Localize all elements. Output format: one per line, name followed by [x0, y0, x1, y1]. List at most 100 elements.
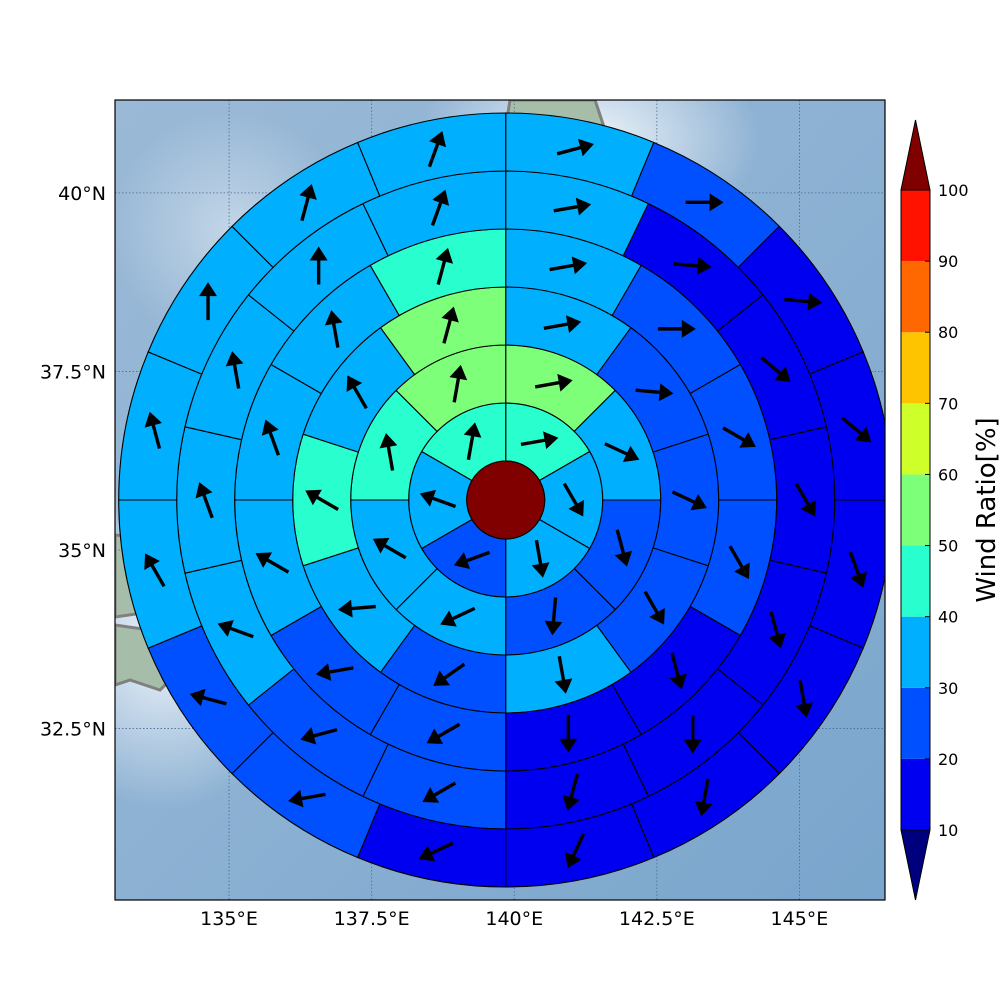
wind-arrow-ring3-3 — [671, 490, 707, 511]
wind-arrow-ring5-10 — [217, 619, 254, 639]
wind-arrow-ring6-15 — [299, 183, 317, 222]
wind-arrow-ring5-11 — [195, 482, 214, 519]
wind-arrow-ring2-6 — [372, 537, 407, 560]
colorbar-bin — [901, 758, 930, 830]
wind-arrow-ring6-2 — [685, 193, 724, 212]
sector-ring3-8 — [292, 433, 359, 567]
sector-ring5-11 — [176, 426, 243, 574]
colorbar-label: Wind Ratio[%] — [972, 417, 1000, 602]
wind-arrow-ring5-5 — [768, 611, 786, 649]
lon-tick-label: 137.5°E — [334, 908, 410, 930]
wind-arrow-ring1-5 — [419, 489, 457, 509]
lon-tick-label: 140°E — [485, 908, 543, 930]
sector-ring6-16 — [356, 112, 507, 197]
wind-arrows — [144, 131, 872, 869]
wind-arrow-ring4-7 — [426, 722, 461, 745]
wind-arrow-ring5-3 — [760, 356, 791, 383]
wind-arrow-ring6-16 — [427, 131, 447, 168]
wind-arrow-ring4-6 — [559, 714, 578, 753]
colorbar-tick-label: 70 — [938, 394, 958, 413]
center-disc — [466, 460, 546, 540]
colorbar-tick-label: 10 — [938, 821, 958, 840]
colorbar-bin — [901, 332, 930, 404]
map-frame — [114, 99, 886, 901]
wind-arrow-ring3-5 — [554, 655, 573, 694]
wind-arrow-ring4-4 — [728, 545, 750, 580]
sector-ring5-4 — [769, 426, 836, 574]
wind-arrow-ring1-2 — [562, 482, 584, 517]
latitude-axis: 40°N 37.5°N 35°N 32.5°N — [40, 183, 106, 741]
lon-tick-label: 135°E — [200, 908, 258, 930]
wind-arrow-ring4-3 — [722, 426, 756, 448]
wind-arrow-ring3-2 — [635, 383, 674, 402]
wind-arrow-ring5-13 — [309, 246, 328, 285]
wind-arrow-ring3-8 — [305, 489, 340, 511]
wind-arrow-ring4-12 — [435, 247, 454, 286]
wind-arrow-ring5-4 — [794, 482, 816, 517]
wind-arrow-ring4-2 — [657, 319, 696, 338]
colorbar-bin — [901, 474, 930, 546]
center-disc-group — [466, 460, 546, 540]
colorbar: 10 20 30 40 50 60 70 80 90 100 — [900, 119, 969, 901]
colorbar-tick-label: 100 — [938, 181, 969, 200]
wind-arrow-ring6-5 — [848, 551, 867, 588]
wind-arrow-ring3-1 — [543, 315, 582, 334]
wind-arrow-ring3-7 — [337, 599, 376, 618]
wind-arrow-ring6-11 — [189, 688, 227, 707]
colorbar-tick-label: 30 — [938, 679, 958, 698]
wind-arrow-ring2-8 — [449, 364, 468, 403]
wind-arrow-ring5-12 — [225, 351, 244, 389]
lon-tick-label: 142.5°E — [619, 908, 695, 930]
wind-arrow-ring3-9 — [346, 375, 368, 410]
wind-arrow-ring2-1 — [534, 373, 573, 392]
colorbar-over-arrow — [900, 119, 931, 191]
colorbar-bin — [901, 190, 930, 262]
colorbar-tick-label: 60 — [938, 465, 958, 484]
wind-arrow-ring3-10 — [441, 306, 459, 344]
wind-arrow-ring6-1 — [556, 138, 594, 157]
wind-arrow-ring4-11 — [324, 310, 343, 348]
wind-arrow-ring6-3 — [784, 292, 823, 311]
wind-arrow-ring1-1 — [520, 431, 559, 450]
lon-tick-label: 145°E — [771, 908, 829, 930]
wind-arrow-ring5-14 — [430, 189, 450, 226]
wind-sector-rings — [118, 112, 885, 888]
colorbar-tick-label: 50 — [938, 537, 958, 556]
wind-arrow-ring6-9 — [418, 841, 454, 862]
wind-arrow-ring2-7 — [379, 433, 398, 471]
wind-arrow-ring2-5 — [440, 606, 476, 627]
wind-arrow-ring6-12 — [144, 553, 166, 588]
colorbar-frame — [900, 189, 931, 831]
wind-arrow-ring6-6 — [795, 679, 814, 718]
wind-arrow-ring6-10 — [288, 789, 326, 808]
wind-arrow-ring1-3 — [531, 539, 550, 578]
wind-arrow-ring6-8 — [565, 833, 586, 869]
colorbar-bin — [901, 545, 930, 617]
colorbar-bin — [901, 261, 930, 333]
wind-arrow-ring6-14 — [199, 282, 218, 321]
colorbar-under-arrow — [900, 829, 931, 901]
colorbar-tick-label: 40 — [938, 608, 958, 627]
wind-arrow-ring3-4 — [643, 590, 665, 625]
colorbar-tick-label: 90 — [938, 252, 958, 271]
lat-tick-label: 35°N — [58, 540, 106, 562]
colorbar-tick-label: 20 — [938, 750, 958, 769]
longitude-axis: 135°E 137.5°E 140°E 142.5°E 145°E — [200, 908, 828, 930]
wind-arrow-ring5-9 — [300, 727, 338, 745]
wind-arrow-ring1-4 — [453, 550, 491, 570]
wind-arrow-ring4-8 — [315, 663, 354, 681]
wind-arrow-ring5-1 — [553, 197, 592, 216]
lat-tick-label: 32.5°N — [40, 719, 106, 741]
wind-arrow-ring1-6 — [463, 422, 482, 461]
lat-tick-label: 37.5°N — [40, 361, 106, 383]
wind-arrow-ring5-7 — [562, 773, 580, 811]
wind-arrow-ring4-1 — [549, 256, 588, 275]
wind-arrow-ring5-2 — [673, 256, 712, 275]
wind-arrow-ring6-4 — [841, 416, 872, 443]
wind-arrow-ring5-6 — [683, 715, 702, 754]
wind-arrow-ring4-9 — [255, 552, 290, 574]
wind-arrow-ring6-13 — [144, 411, 162, 449]
map-area — [115, 100, 885, 900]
wind-arrow-ring2-3 — [614, 529, 633, 567]
